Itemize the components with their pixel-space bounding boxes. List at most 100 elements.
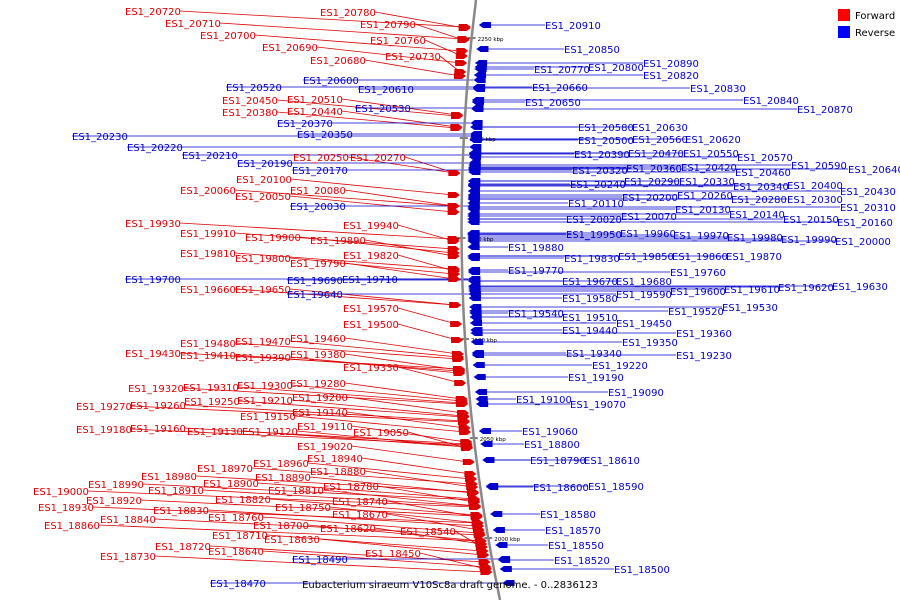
gene-glyph[interactable] — [467, 196, 480, 202]
gene-label[interactable]: ES1_19960 — [620, 229, 676, 240]
gene-label[interactable]: ES1_19200 — [292, 393, 348, 404]
gene-glyph[interactable] — [469, 144, 482, 150]
gene-glyph[interactable] — [467, 244, 480, 250]
gene-label[interactable]: ES1_18790 — [530, 456, 586, 467]
gene-label[interactable]: ES1_19250 — [184, 397, 240, 408]
gene-label[interactable]: ES1_19590 — [616, 290, 672, 301]
gene-label[interactable]: ES1_20050 — [235, 192, 291, 203]
gene-label[interactable]: ES1_19510 — [562, 313, 618, 324]
gene-label[interactable]: ES1_20570 — [737, 153, 793, 164]
gene-glyph[interactable] — [470, 124, 483, 130]
gene-label[interactable]: ES1_19540 — [508, 309, 564, 320]
gene-label[interactable]: ES1_19980 — [727, 233, 783, 244]
gene-label[interactable]: ES1_20760 — [370, 36, 426, 47]
gene-label[interactable]: ES1_20890 — [643, 59, 699, 70]
gene-glyph[interactable] — [469, 503, 482, 509]
gene-glyph[interactable] — [470, 514, 483, 520]
gene-label[interactable]: ES1_19910 — [180, 229, 236, 240]
gene-glyph[interactable] — [457, 37, 470, 43]
gene-label[interactable]: ES1_20280 — [731, 195, 787, 206]
gene-glyph[interactable] — [449, 302, 462, 308]
gene-label[interactable]: ES1_19670 — [562, 277, 618, 288]
gene-label[interactable]: ES1_18470 — [210, 579, 266, 590]
gene-label[interactable]: ES1_19360 — [676, 329, 732, 340]
gene-label[interactable]: ES1_20360 — [626, 164, 682, 175]
gene-glyph[interactable] — [476, 401, 489, 407]
gene-label[interactable]: ES1_20200 — [622, 193, 678, 204]
gene-label[interactable]: ES1_19820 — [343, 251, 399, 262]
gene-glyph[interactable] — [480, 441, 493, 447]
gene-label[interactable]: ES1_19120 — [242, 427, 298, 438]
gene-glyph[interactable] — [467, 490, 480, 496]
gene-label[interactable]: ES1_19430 — [125, 349, 181, 360]
gene-label[interactable]: ES1_20030 — [290, 202, 346, 213]
gene-label[interactable]: ES1_18610 — [584, 456, 640, 467]
gene-glyph[interactable] — [457, 410, 470, 416]
gene-label[interactable]: ES1_20370 — [277, 119, 333, 130]
gene-glyph[interactable] — [456, 48, 469, 54]
gene-glyph[interactable] — [447, 253, 460, 259]
gene-label[interactable]: ES1_18980 — [141, 472, 197, 483]
gene-label[interactable]: ES1_19690 — [287, 276, 343, 287]
gene-label[interactable]: ES1_18520 — [554, 556, 610, 567]
gene-label[interactable]: ES1_20580 — [578, 123, 634, 134]
gene-glyph[interactable] — [466, 484, 479, 490]
gene-label[interactable]: ES1_19500 — [343, 320, 399, 331]
gene-glyph[interactable] — [450, 321, 463, 327]
gene-label[interactable]: ES1_19480 — [180, 339, 236, 350]
gene-label[interactable]: ES1_20300 — [787, 195, 843, 206]
gene-glyph[interactable] — [458, 24, 471, 30]
gene-label[interactable]: ES1_19320 — [128, 384, 184, 395]
gene-glyph[interactable] — [478, 559, 491, 565]
gene-glyph[interactable] — [475, 389, 488, 395]
gene-label[interactable]: ES1_20470 — [628, 149, 684, 160]
gene-label[interactable]: ES1_18540 — [400, 527, 456, 538]
gene-label[interactable]: ES1_19460 — [290, 334, 346, 345]
gene-glyph[interactable] — [467, 211, 480, 217]
gene-label[interactable]: ES1_19090 — [608, 388, 664, 399]
gene-label[interactable]: ES1_20800 — [588, 63, 644, 74]
gene-label[interactable]: ES1_18580 — [540, 510, 596, 521]
gene-label[interactable]: ES1_20380 — [222, 108, 278, 119]
gene-label[interactable]: ES1_20230 — [72, 132, 128, 143]
gene-label[interactable]: ES1_19680 — [616, 277, 672, 288]
gene-glyph[interactable] — [451, 112, 464, 118]
gene-glyph[interactable] — [471, 339, 484, 345]
gene-label[interactable]: ES1_20210 — [182, 151, 238, 162]
gene-glyph[interactable] — [453, 73, 466, 79]
gene-label[interactable]: ES1_20070 — [621, 212, 677, 223]
gene-label[interactable]: ES1_18860 — [44, 521, 100, 532]
gene-label[interactable]: ES1_20160 — [837, 218, 893, 229]
gene-label[interactable]: ES1_20640 — [848, 165, 900, 176]
gene-label[interactable]: ES1_20170 — [292, 166, 348, 177]
gene-glyph[interactable] — [472, 527, 485, 533]
gene-label[interactable]: ES1_18930 — [38, 503, 94, 514]
gene-label[interactable]: ES1_20690 — [262, 43, 318, 54]
gene-label[interactable]: ES1_20250 — [293, 153, 349, 164]
gene-label[interactable]: ES1_18730 — [100, 552, 156, 563]
gene-label[interactable]: ES1_20520 — [226, 83, 282, 94]
gene-glyph[interactable] — [479, 428, 492, 434]
gene-glyph[interactable] — [467, 238, 480, 244]
gene-label[interactable]: ES1_19610 — [724, 285, 780, 296]
gene-label[interactable]: ES1_19330 — [343, 363, 399, 374]
gene-label[interactable]: ES1_18620 — [320, 524, 376, 535]
gene-label[interactable]: ES1_20220 — [127, 143, 183, 154]
gene-label[interactable]: ES1_20110 — [568, 199, 624, 210]
gene-label[interactable]: ES1_18970 — [197, 464, 253, 475]
gene-label[interactable]: ES1_20130 — [675, 205, 731, 216]
gene-glyph[interactable] — [470, 320, 483, 326]
gene-glyph[interactable] — [461, 445, 474, 451]
gene-label[interactable]: ES1_19760 — [670, 268, 726, 279]
gene-glyph[interactable] — [448, 271, 461, 277]
gene-label[interactable]: ES1_20270 — [350, 153, 406, 164]
gene-label[interactable]: ES1_18720 — [155, 542, 211, 553]
gene-label[interactable]: ES1_20340 — [733, 182, 789, 193]
gene-label[interactable]: ES1_18710 — [212, 531, 268, 542]
gene-label[interactable]: ES1_19410 — [180, 351, 236, 362]
gene-label[interactable]: ES1_20330 — [679, 177, 735, 188]
gene-label[interactable]: ES1_19860 — [672, 252, 728, 263]
gene-glyph[interactable] — [475, 396, 488, 402]
gene-glyph[interactable] — [451, 337, 464, 343]
gene-label[interactable]: ES1_18750 — [275, 503, 331, 514]
